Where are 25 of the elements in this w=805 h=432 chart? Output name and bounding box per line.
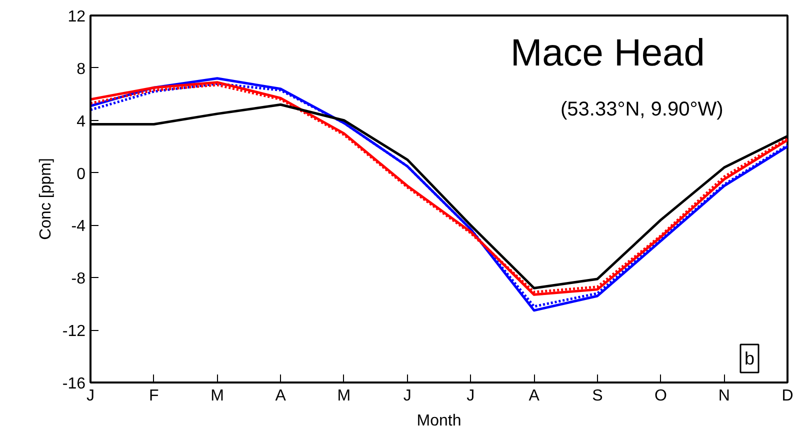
annotation: Mace Head	[510, 32, 705, 74]
y-tick-label: 12	[68, 8, 86, 26]
y-tick-label: 8	[76, 60, 86, 78]
y-axis-title: Conc [ppm]	[37, 158, 54, 240]
x-tick-label: A	[275, 388, 286, 404]
x-tick-label: J	[86, 388, 94, 404]
x-axis-title: Month	[416, 412, 462, 430]
annotation: b	[744, 348, 755, 368]
x-tick-label: A	[528, 388, 540, 404]
x-tick-label: J	[403, 388, 412, 404]
y-tick-label: -16	[62, 376, 86, 392]
y-tick-label: -4	[71, 218, 86, 236]
y-tick-label: 0	[76, 166, 86, 183]
y-tick-label: 4	[76, 113, 86, 130]
x-tick-label: M	[337, 388, 351, 404]
x-tick-label: S	[592, 388, 603, 404]
y-tick-label: -8	[71, 270, 86, 288]
x-tick-label: J	[466, 388, 475, 404]
annotation: (53.33°N, 9.90°W)	[560, 98, 724, 120]
x-tick-label: N	[718, 388, 730, 404]
x-tick-label: D	[782, 388, 794, 404]
x-tick-label: O	[654, 388, 668, 404]
y-tick-label: -12	[62, 323, 86, 340]
x-tick-label: M	[210, 388, 224, 404]
x-tick-label: F	[148, 388, 159, 404]
